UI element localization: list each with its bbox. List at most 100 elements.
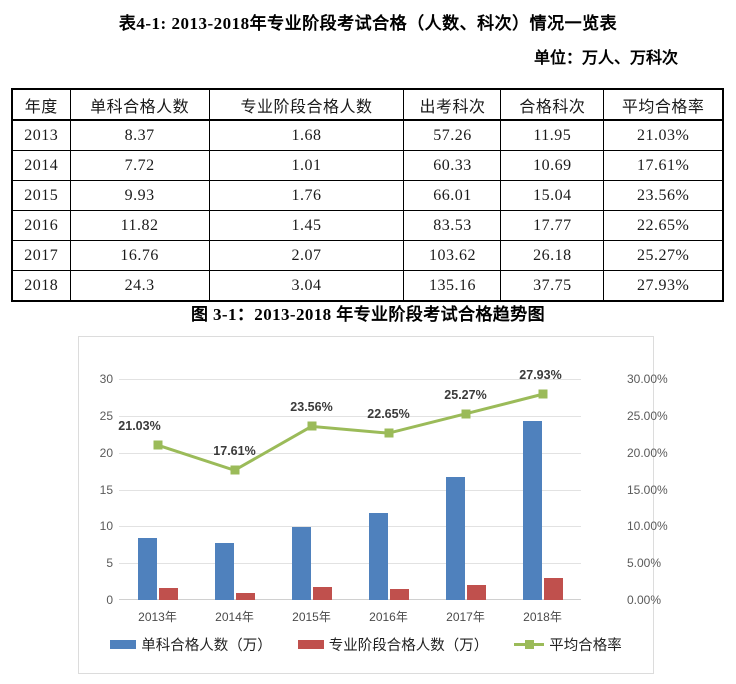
line-marker [461, 409, 470, 419]
table-cell: 135.16 [403, 270, 502, 302]
table-cell: 15.04 [500, 180, 605, 211]
table-cell: 16.76 [69, 240, 210, 271]
table-cell: 60.33 [403, 150, 502, 181]
line-marker [230, 465, 239, 475]
table-cell: 8.37 [69, 119, 210, 151]
table-row: 2018 24.3 3.04 135.16 37.75 27.93% [10, 270, 725, 302]
table-title: 表4-1: 2013-2018年专业阶段考试合格（人数、科次）情况一览表 [118, 14, 618, 33]
line-marker [384, 428, 393, 438]
table-cell: 37.75 [500, 270, 605, 302]
y-axis-left-tick: 25 [99, 408, 113, 423]
table-cell: 2013 [10, 119, 71, 151]
legend-label: 平均合格率 [549, 638, 622, 654]
table-cell: 3.04 [208, 270, 405, 302]
table-cell: 24.3 [69, 270, 210, 302]
table-row: 2014 7.72 1.01 60.33 10.69 17.61% [10, 150, 725, 181]
chart-bar [214, 543, 234, 600]
table-cell: 1.76 [208, 180, 405, 211]
data-label: 21.03% [118, 419, 161, 434]
table-cell: 2016 [10, 210, 71, 241]
data-label: 25.27% [444, 387, 487, 402]
chart-bar [312, 587, 332, 600]
chart-title: 图 3-1：2013-2018 年专业阶段考试合格趋势图 [190, 305, 546, 324]
data-label: 22.65% [367, 407, 410, 422]
x-axis-label: 2018年 [523, 610, 562, 624]
y-axis-right-tick: 0.00% [627, 593, 662, 607]
legend-label: 单科合格人数（万） [141, 638, 272, 654]
table-cell: 103.62 [403, 240, 502, 271]
chart-container: 0 0.00% 5 5.00% 10 10.00% 15 15.00% 20 20.00% 25 25… [78, 336, 668, 674]
column-header-avg-pass-rate: 平均合格率 [603, 88, 725, 121]
table-cell: 25.27% [603, 240, 725, 271]
gridline [119, 526, 581, 528]
y-axis-right-tick: 10.00% [627, 519, 668, 534]
chart-bar [445, 476, 465, 600]
chart-bar [389, 589, 409, 600]
y-axis-right-tick: 5.00% [627, 556, 662, 571]
column-header-passed-subjects: 合格科次 [500, 88, 605, 121]
data-label: 17.61% [213, 444, 256, 459]
chart-bar [543, 577, 563, 600]
table-cell: 2014 [10, 150, 71, 181]
legend-label: 专业阶段合格人数（万） [328, 638, 489, 654]
table-cell: 2018 [10, 270, 71, 302]
chart-bar [137, 538, 157, 600]
table-cell: 7.72 [69, 150, 210, 181]
table-cell: 1.68 [208, 119, 405, 151]
data-label: 27.93% [519, 368, 562, 383]
y-axis-left-tick: 0 [106, 593, 113, 607]
table-row: 2016 11.82 1.45 83.53 17.77 22.65% [10, 210, 725, 241]
chart-bar [368, 512, 388, 600]
legend-line-icon [514, 640, 545, 649]
legend-item[interactable]: 平均合格率 [514, 634, 622, 655]
column-header-professional-stage-pass: 专业阶段合格人数 [208, 88, 405, 121]
table-cell: 2017 [10, 240, 71, 271]
gridline [119, 452, 581, 454]
table-cell: 22.65% [603, 210, 725, 241]
line-marker [307, 421, 316, 431]
column-header-year: 年度 [10, 88, 71, 121]
table-cell: 2015 [10, 180, 71, 211]
x-axis-label: 2017年 [446, 610, 485, 624]
table-cell: 66.01 [403, 180, 502, 211]
table-row: 2017 16.76 2.07 103.62 26.18 25.27% [10, 240, 725, 271]
chart-legend: 单科合格人数（万） 专业阶段合格人数（万） 平均合格率 [79, 634, 653, 655]
exam-pass-table: 年度 单科合格人数 专业阶段合格人数 出考科次 合格科次 平均合格率 2013 8… [10, 88, 725, 302]
gridline [119, 489, 581, 491]
table-cell: 83.53 [403, 210, 502, 241]
table-row: 2013 8.37 1.68 57.26 11.95 21.03% [10, 119, 725, 151]
table-cell: 57.26 [403, 119, 502, 151]
y-axis-left-tick: 20 [99, 445, 113, 460]
y-axis-left-tick: 10 [99, 519, 113, 534]
data-label: 23.56% [290, 400, 333, 415]
table-cell: 17.61% [603, 150, 725, 181]
table-header-row: 年度 单科合格人数 专业阶段合格人数 出考科次 合格科次 平均合格率 [10, 88, 725, 121]
y-axis-left-tick: 5 [106, 556, 113, 571]
x-axis-line [119, 599, 581, 600]
table-cell: 2.07 [208, 240, 405, 271]
column-header-attempted-subjects: 出考科次 [403, 88, 502, 121]
gridline [119, 379, 581, 380]
table-cell: 1.01 [208, 150, 405, 181]
chart-bar [158, 587, 178, 600]
y-axis-right-tick: 30.00% [627, 372, 668, 386]
table-cell: 1.45 [208, 210, 405, 241]
table-unit-note: 单位：万人、万科次 [533, 50, 678, 67]
chart-bar [522, 421, 542, 600]
legend-item[interactable]: 专业阶段合格人数（万） [297, 634, 489, 655]
table-cell: 11.95 [500, 119, 605, 151]
line-marker [538, 389, 547, 399]
y-axis-right-tick: 20.00% [627, 445, 668, 460]
chart-bar [235, 592, 255, 600]
table-cell: 21.03% [603, 119, 725, 151]
table-cell: 10.69 [500, 150, 605, 181]
legend-item[interactable]: 单科合格人数（万） [110, 634, 272, 655]
table-cell: 9.93 [69, 180, 210, 211]
x-axis-label: 2015年 [292, 610, 331, 624]
y-axis-right-tick: 25.00% [627, 408, 668, 423]
gridline [119, 415, 581, 417]
line-marker [153, 440, 162, 450]
x-axis-label: 2016年 [369, 610, 408, 624]
legend-swatch-icon [297, 640, 324, 649]
chart-plot-area: 0 0.00% 5 5.00% 10 10.00% 15 15.00% 20 20.00% 25 25… [100, 368, 668, 624]
